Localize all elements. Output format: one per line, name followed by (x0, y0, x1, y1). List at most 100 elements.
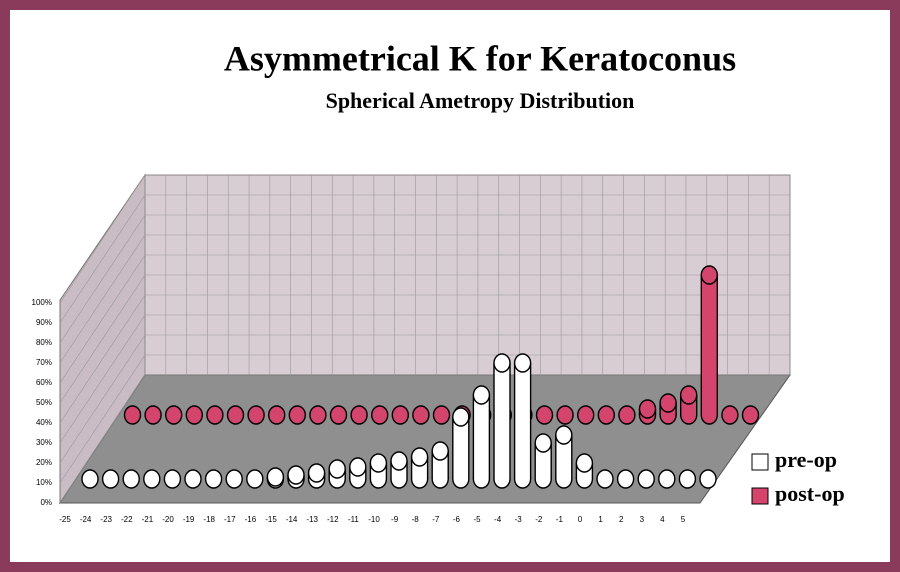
bar-top (534, 433, 552, 453)
bar (350, 405, 368, 425)
bar (513, 353, 532, 489)
x-tick-label: -4 (494, 515, 502, 524)
grid-line (59, 354, 146, 484)
x-tick-label: -5 (473, 515, 481, 524)
bar (307, 463, 326, 489)
x-tick-label: -15 (265, 515, 277, 524)
bar-bottom (350, 405, 368, 425)
bar-bottom (596, 469, 614, 489)
bar-side (452, 417, 469, 479)
bar (287, 465, 305, 489)
bar-bottom (122, 469, 140, 489)
chart-title: Asymmetrical K for Keratoconus (224, 38, 736, 78)
bar-top (431, 441, 449, 461)
bar-bottom (309, 405, 327, 425)
bar-top (266, 467, 285, 487)
bar (164, 405, 183, 425)
x-tick-label: -6 (453, 515, 461, 524)
bar (349, 457, 367, 489)
bar-side (535, 443, 552, 479)
bar (535, 405, 554, 425)
bar (410, 447, 429, 489)
y-tick-label: 60% (36, 378, 52, 387)
bar (288, 405, 306, 425)
bar (144, 405, 162, 425)
bar-bottom (288, 405, 306, 425)
legend-label: post-op (775, 481, 845, 506)
bar-bottom (597, 405, 615, 425)
x-tick-label: -7 (432, 515, 440, 524)
bar-top (680, 385, 698, 405)
bar-bottom (143, 469, 161, 489)
bar-bottom (163, 469, 182, 489)
bar (659, 393, 677, 425)
bar (452, 407, 470, 489)
bar-bottom (556, 405, 574, 425)
bar (556, 405, 574, 425)
bar (123, 405, 142, 425)
bar-top (700, 265, 718, 285)
x-tick-label: -9 (391, 515, 399, 524)
bar (206, 405, 224, 425)
bar-side (494, 363, 510, 479)
grid-line (59, 174, 146, 304)
x-tick-label: -14 (286, 515, 298, 524)
y-tick-label: 100% (32, 298, 52, 307)
grid-line (59, 334, 146, 464)
bar-bottom (535, 405, 554, 425)
bar-bottom (699, 469, 717, 489)
y-tick-label: 90% (36, 318, 52, 327)
bar-bottom (204, 469, 223, 489)
grid-line (59, 274, 146, 404)
y-tick-label: 40% (36, 418, 52, 427)
x-tick-label: -17 (224, 515, 236, 524)
bar-bottom (123, 405, 142, 425)
bar-top (410, 447, 429, 467)
bar-bottom (371, 405, 389, 425)
y-tick-label: 70% (36, 358, 52, 367)
bar-top (452, 407, 470, 427)
x-tick-label: 3 (640, 515, 645, 524)
legend-label: pre-op (775, 447, 837, 472)
bar-bottom (246, 469, 264, 489)
bar (185, 405, 204, 425)
bar (575, 453, 594, 489)
x-tick-label: -18 (203, 515, 215, 524)
bar (534, 433, 552, 489)
x-tick-label: -19 (183, 515, 195, 524)
grid-line (59, 214, 146, 344)
bar (101, 469, 120, 489)
bar-bottom (432, 405, 451, 425)
bar-bottom (184, 469, 202, 489)
bar (616, 469, 635, 489)
x-tick-label: 5 (681, 515, 686, 524)
bar (472, 385, 491, 489)
grid-line (59, 374, 146, 504)
bar-bottom (101, 469, 120, 489)
x-tick-label: -12 (327, 515, 339, 524)
bar (577, 405, 595, 425)
y-tick-label: 80% (36, 338, 52, 347)
bar (268, 405, 286, 425)
bar-bottom (577, 405, 595, 425)
bar (699, 469, 717, 489)
legend-swatch (751, 453, 769, 471)
bar-bottom (225, 469, 243, 489)
legend-swatch (751, 487, 769, 505)
chart-subtitle: Spherical Ametropy Distribution (326, 88, 635, 113)
bar (246, 469, 264, 489)
bar-bottom (185, 405, 204, 425)
bar-top (638, 399, 657, 419)
grid-line (59, 254, 146, 384)
grid-line (59, 234, 146, 364)
x-tick-label: 0 (578, 515, 583, 524)
bar (371, 405, 389, 425)
bar (638, 399, 657, 425)
bar-side (473, 395, 490, 479)
bar-top (307, 463, 326, 483)
bar (226, 405, 245, 425)
bar-bottom (618, 405, 636, 425)
x-tick-label: -10 (368, 515, 380, 524)
bar (618, 405, 636, 425)
x-tick-label: -2 (535, 515, 543, 524)
